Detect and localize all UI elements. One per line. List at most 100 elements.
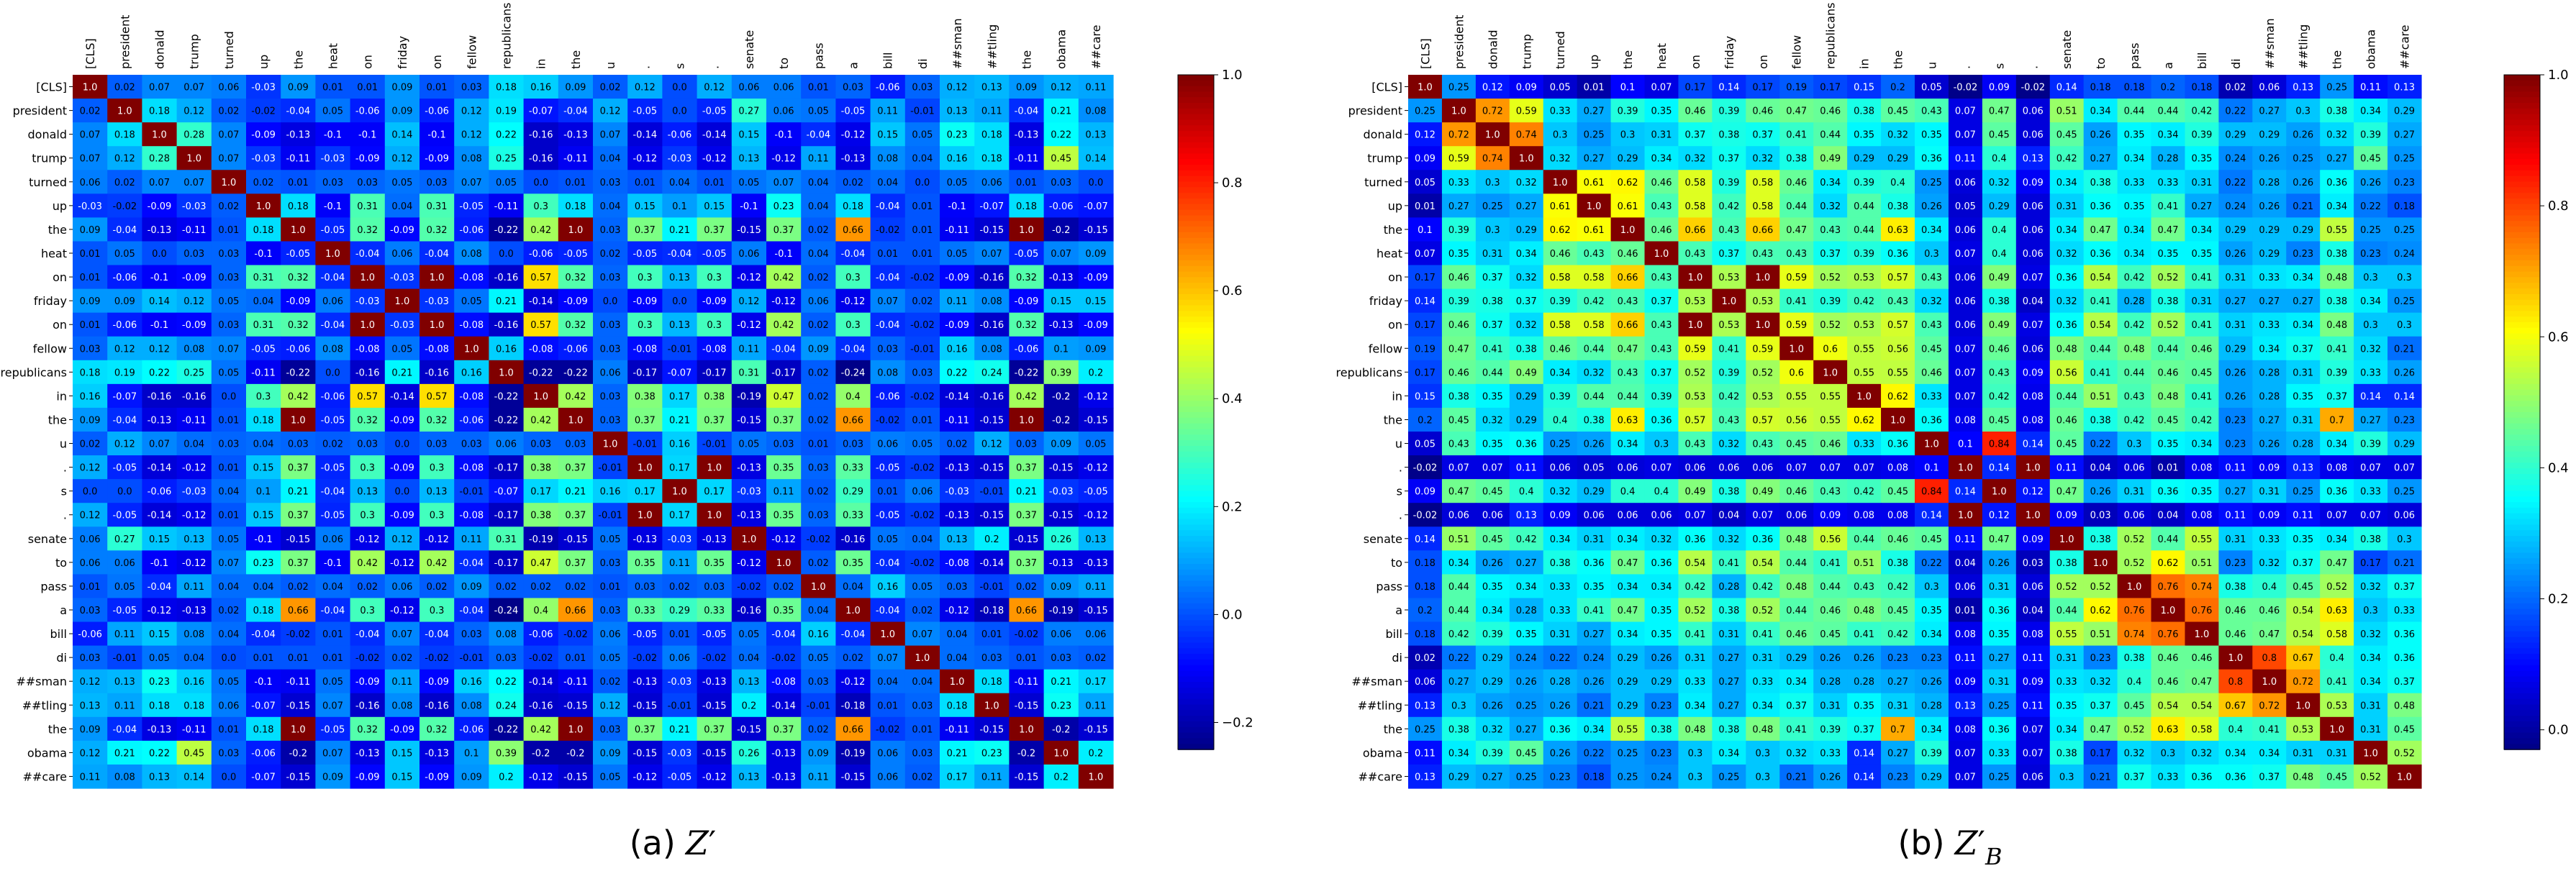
cell-label: 0.12: [635, 83, 656, 94]
cell-label: 0.45: [1516, 748, 1537, 759]
cell-label: -0.08: [355, 344, 380, 355]
heatmap-cell: [2083, 265, 2118, 290]
colorbar-segment: [1178, 451, 1214, 458]
cell-label: -0.1: [324, 201, 342, 212]
heatmap-cell: [627, 645, 663, 670]
heatmap-cell: [281, 193, 316, 218]
cell-label: 0.45: [183, 748, 204, 759]
cell-label: 0.02: [808, 273, 829, 283]
cell-label: 0.34: [1618, 629, 1638, 640]
heatmap-cell: [489, 336, 525, 361]
cell-label: -0.03: [390, 320, 414, 331]
cell-label: 0.43: [1921, 106, 1942, 117]
cell-label: 0.46: [1752, 106, 1773, 117]
heatmap-cell: [489, 550, 525, 575]
colorbar-segment: [2504, 507, 2540, 514]
heatmap-cell: [731, 288, 767, 314]
cell-label: 0.25: [1415, 724, 1436, 735]
cell-label: 0.35: [1482, 439, 1503, 450]
cell-label: -0.16: [737, 606, 761, 616]
heatmap-cell: [1577, 193, 1612, 218]
y-tick-label: up: [1388, 199, 1402, 213]
heatmap-cell: [142, 360, 178, 385]
cell-label: -0.06: [1049, 201, 1074, 212]
y-tick-label: president: [1348, 104, 1402, 118]
heatmap-cell: [801, 312, 836, 337]
heatmap-cell: [2387, 288, 2422, 314]
colorbar-segment: [1178, 204, 1214, 211]
cell-label: 0.29: [1516, 415, 1537, 426]
cell-label: 0.37: [565, 558, 586, 569]
heatmap-cell: [523, 265, 559, 290]
colorbar-segment: [2504, 91, 2540, 99]
heatmap-cell: [2117, 75, 2152, 99]
cell-label: 0.07: [2326, 511, 2347, 521]
cell-label: 0.05: [738, 178, 759, 188]
y-tick-label: heat: [41, 247, 67, 260]
y-tick-label: .: [63, 509, 67, 522]
heatmap-cell: [384, 122, 420, 147]
heatmap-cell: [1408, 99, 1443, 123]
cell-label: -0.04: [286, 106, 310, 117]
cell-label: 1.0: [152, 130, 167, 141]
colorbar-segment: [2504, 704, 2540, 711]
cell-label: 0.43: [1718, 415, 1739, 426]
cell-label: 1.0: [117, 106, 132, 117]
heatmap-cell: [107, 407, 142, 432]
cell-label: -0.04: [876, 558, 900, 569]
cell-label: 0.42: [774, 273, 794, 283]
x-tick-label: ##sman: [951, 18, 964, 69]
cell-label: 0.06: [981, 178, 1002, 188]
cell-label: -0.15: [1084, 225, 1108, 236]
cell-label: 0.14: [1415, 534, 1436, 545]
cell-label: -0.12: [182, 558, 207, 569]
heatmap-cell: [281, 312, 316, 337]
heatmap-cell: [558, 122, 594, 147]
cell-label: 0.07: [600, 130, 621, 141]
cell-label: 0.12: [80, 511, 101, 521]
colorbar-segment: [2504, 732, 2540, 739]
heatmap-cell: [1678, 265, 1713, 290]
colorbar-segment: [1178, 457, 1214, 464]
cell-label: 0.48: [1684, 724, 1705, 735]
colorbar-segment: [2504, 451, 2540, 458]
colorbar-segment: [1178, 108, 1214, 115]
heatmap-cell: [1509, 122, 1544, 147]
colorbar-segment: [1178, 445, 1214, 452]
heatmap-cell: [1043, 75, 1079, 99]
heatmap-cell: [489, 122, 525, 147]
cell-label: -0.02: [529, 653, 553, 664]
cell-label: -0.09: [632, 296, 657, 307]
cell-label: -0.09: [251, 130, 276, 141]
heatmap-cell: [1441, 241, 1477, 266]
heatmap-cell: [1043, 312, 1079, 337]
heatmap-cell: [176, 265, 212, 290]
cell-label: -0.02: [702, 653, 727, 664]
cell-label: -0.02: [425, 653, 449, 664]
cell-label: 0.07: [149, 83, 170, 94]
cell-label: 0.38: [2056, 558, 2077, 569]
cell-label: 1.0: [1958, 463, 1973, 474]
heatmap-cell: [940, 312, 975, 337]
cell-label: -0.08: [529, 344, 553, 355]
heatmap-cell: [1009, 621, 1045, 647]
heatmap-cell: [1078, 336, 1114, 361]
cell-label: 0.01: [427, 83, 448, 94]
cell-label: 0.36: [1989, 724, 2010, 735]
cell-label: -0.02: [632, 653, 657, 664]
cell-label: 0.04: [183, 439, 204, 450]
cell-label: -0.13: [632, 677, 657, 688]
cell-label: 0.41: [1718, 558, 1739, 569]
cell-label: 0.08: [981, 344, 1002, 355]
cell-label: 0.58: [1584, 320, 1605, 331]
heatmap-cell: [2354, 122, 2388, 147]
colorbar-segment: [1178, 209, 1214, 216]
cell-label: 0.41: [1786, 296, 1807, 307]
cell-label: 0.42: [530, 724, 551, 735]
cell-label: 0.24: [981, 368, 1002, 378]
cell-label: 0.35: [2158, 249, 2179, 260]
cell-label: 0.07: [1651, 463, 1672, 474]
colorbar-segment: [2504, 383, 2540, 391]
cell-label: 1.0: [2295, 701, 2310, 711]
cell-label: 0.01: [912, 225, 933, 236]
